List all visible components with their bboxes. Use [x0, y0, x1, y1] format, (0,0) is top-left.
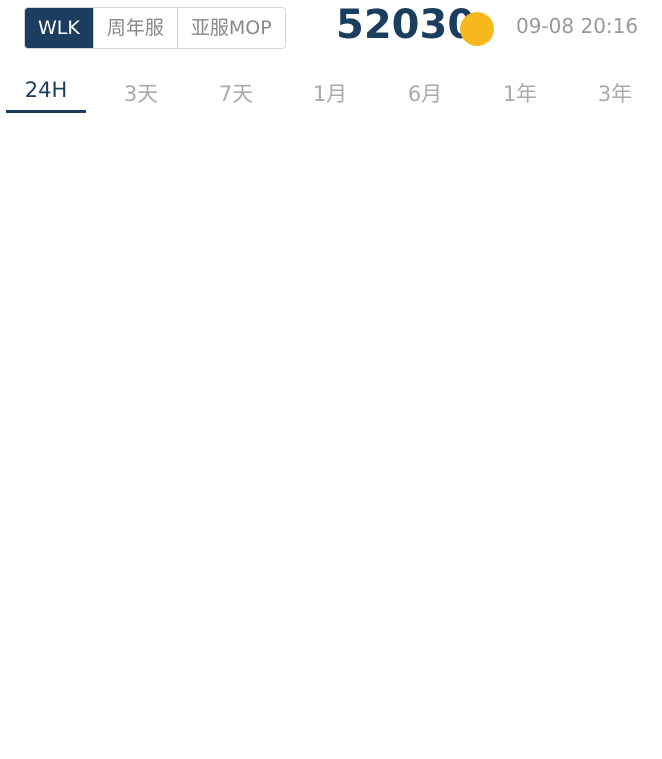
range-tab[interactable]: 3天 [123, 82, 159, 106]
range-tab[interactable]: 3年 [597, 82, 633, 106]
range-tab[interactable]: 7天 [218, 82, 254, 106]
range-tab[interactable]: 6月 [407, 82, 443, 106]
active-underline [6, 110, 86, 113]
range-tab[interactable]: 24H [24, 78, 68, 102]
server-tabs: WLK 周年服 亚服MOP [24, 7, 286, 49]
server-tab[interactable]: 周年服 [92, 8, 177, 48]
range-tab[interactable]: 1年 [502, 82, 538, 106]
server-tab[interactable]: 亚服MOP [176, 8, 285, 48]
range-tab[interactable]: 1月 [312, 82, 348, 106]
server-tab[interactable]: WLK [25, 8, 93, 48]
update-time: 09-08 20:16 [516, 14, 639, 38]
price: 52030 [336, 2, 476, 48]
coin-icon [460, 12, 494, 46]
